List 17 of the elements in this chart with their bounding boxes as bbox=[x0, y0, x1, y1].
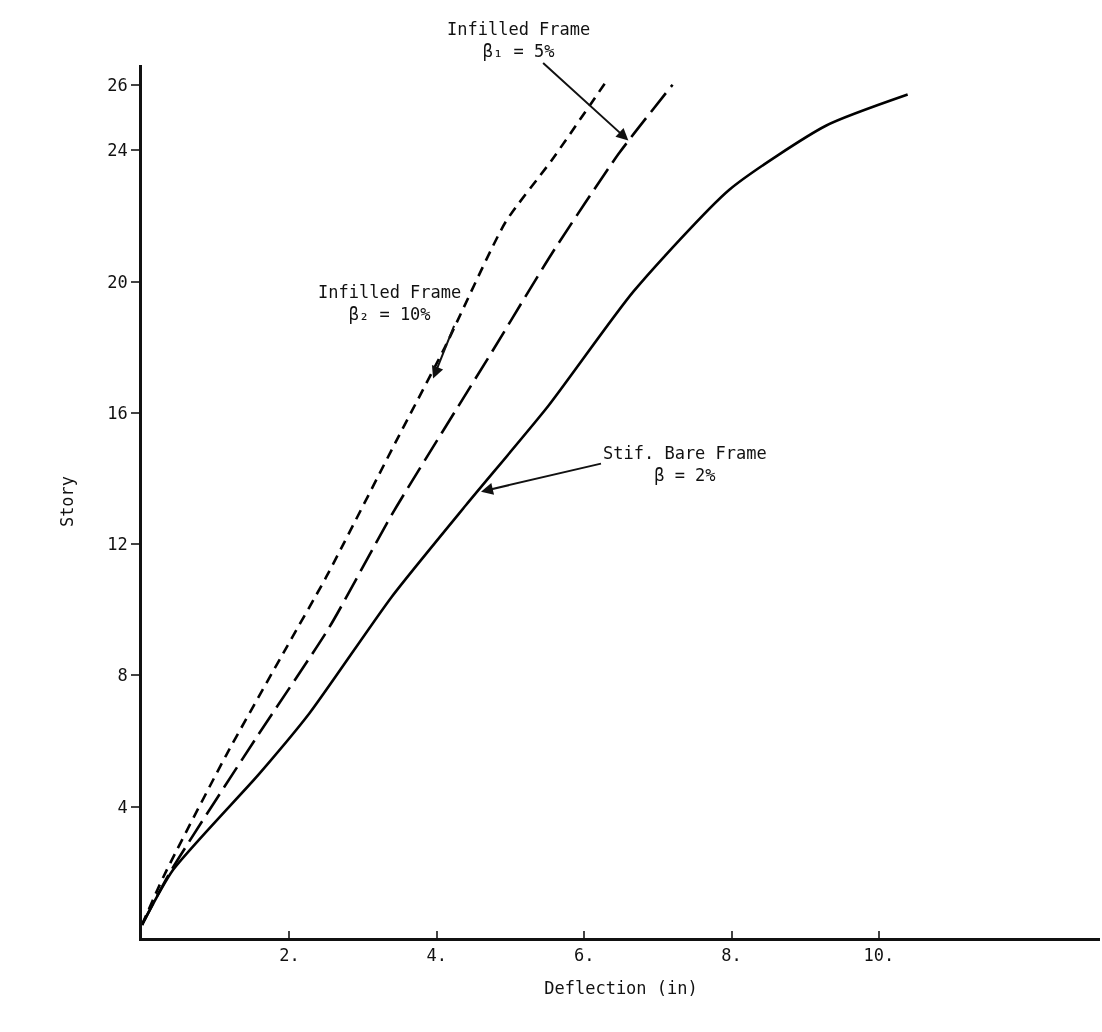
x-tick-label: 6. bbox=[573, 945, 595, 966]
x-tick-label: 10. bbox=[863, 945, 895, 966]
annotation: Infilled Frame β₁ = 5% bbox=[447, 19, 591, 62]
y-tick-label: 26 bbox=[107, 74, 128, 95]
annotation: Stif. Bare Frame β = 2% bbox=[603, 443, 767, 486]
y-tick-label: 12 bbox=[107, 534, 128, 555]
x-tick-label: 2. bbox=[279, 945, 300, 966]
y-axis-title: Story bbox=[56, 475, 77, 528]
x-tick-label: 4. bbox=[426, 945, 448, 966]
y-tick-label: 24 bbox=[107, 140, 128, 161]
y-tick-label: 8 bbox=[117, 665, 128, 686]
annotation: Infilled Frame β₂ = 10% bbox=[318, 282, 462, 325]
x-tick-label: 8. bbox=[721, 945, 742, 966]
y-tick-label: 4 bbox=[117, 796, 128, 817]
x-axis-title: Deflection (in) bbox=[544, 977, 698, 998]
y-tick-label: 20 bbox=[107, 271, 128, 292]
y-tick-label: 16 bbox=[107, 402, 128, 423]
